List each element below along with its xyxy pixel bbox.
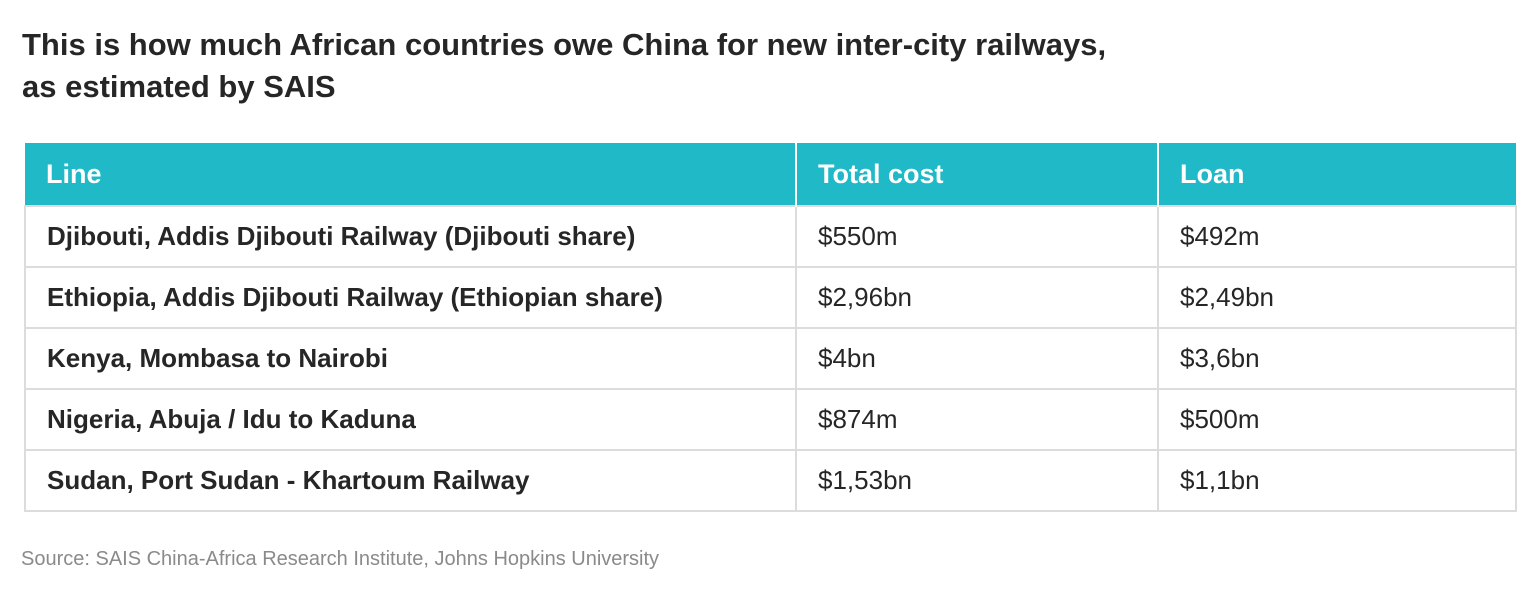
source-note: Source: SAIS China-Africa Research Insti… — [21, 548, 660, 570]
column-header-total-cost: Total cost — [796, 143, 1159, 206]
column-header-line: Line — [25, 143, 797, 206]
table-row: Ethiopia, Addis Djibouti Railway (Ethiop… — [24, 266, 1517, 329]
cell-loan: $1,1bn — [1157, 449, 1517, 512]
table-row: Kenya, Mombasa to Nairobi $4bn $3,6bn — [24, 327, 1517, 390]
data-table: Line Total cost Loan Djibouti, Addis Dji… — [24, 143, 1517, 512]
header-row: Line Total cost Loan — [25, 143, 1516, 206]
cell-total-cost: $4bn — [795, 327, 1159, 390]
table-row: Sudan, Port Sudan - Khartoum Railway $1,… — [24, 449, 1517, 512]
cell-line: Ethiopia, Addis Djibouti Railway (Ethiop… — [24, 266, 797, 329]
column-header-loan: Loan — [1158, 143, 1516, 206]
cell-line: Djibouti, Addis Djibouti Railway (Djibou… — [24, 205, 797, 268]
table-row: Djibouti, Addis Djibouti Railway (Djibou… — [24, 205, 1517, 268]
cell-total-cost: $1,53bn — [795, 449, 1159, 512]
cell-line: Nigeria, Abuja / Idu to Kaduna — [24, 388, 797, 451]
table-row: Nigeria, Abuja / Idu to Kaduna $874m $50… — [24, 388, 1517, 451]
cell-loan: $3,6bn — [1157, 327, 1517, 390]
chart-title: This is how much African countries owe C… — [22, 27, 1107, 104]
cell-total-cost: $874m — [795, 388, 1159, 451]
cell-line: Sudan, Port Sudan - Khartoum Railway — [24, 449, 797, 512]
table-body: Djibouti, Addis Djibouti Railway (Djibou… — [24, 205, 1517, 512]
cell-loan: $492m — [1157, 205, 1517, 268]
cell-loan: $500m — [1157, 388, 1517, 451]
cell-total-cost: $2,96bn — [795, 266, 1159, 329]
cell-total-cost: $550m — [795, 205, 1159, 268]
cell-loan: $2,49bn — [1157, 266, 1517, 329]
table-header: Line Total cost Loan — [25, 143, 1516, 206]
cell-line: Kenya, Mombasa to Nairobi — [24, 327, 797, 390]
